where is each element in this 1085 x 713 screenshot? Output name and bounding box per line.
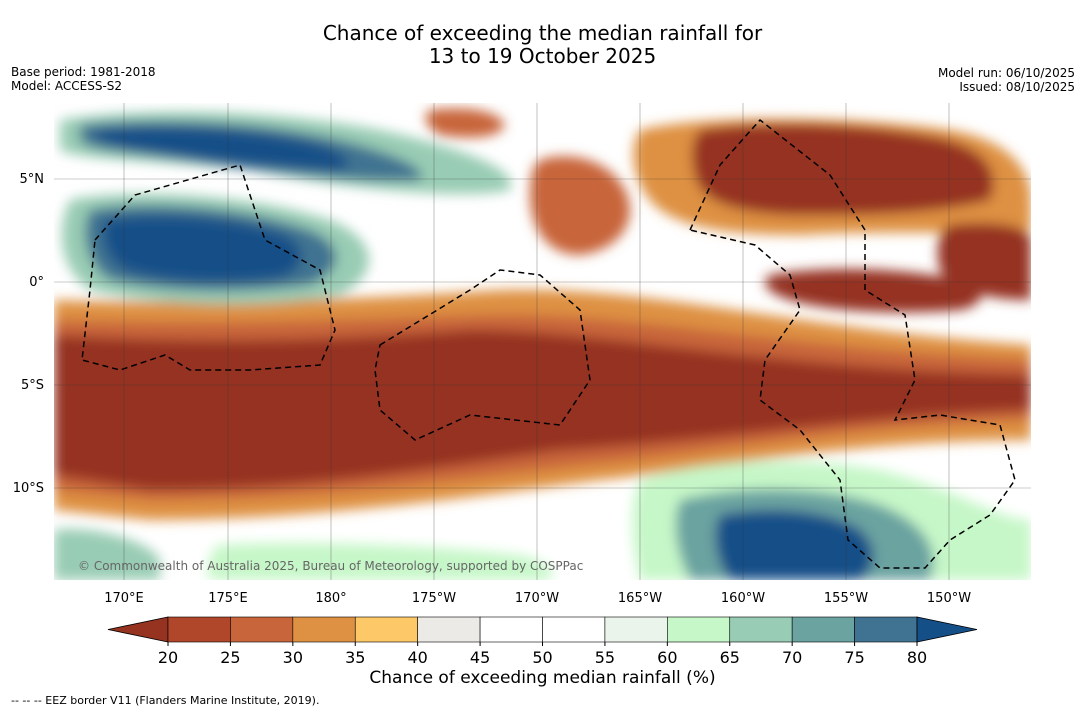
- colorbar-tick-label: 30: [283, 648, 303, 667]
- lon-label: 165°W: [618, 591, 662, 606]
- rainfall-field: © Commonwealth of Australia 2025, Bureau…: [54, 103, 1031, 580]
- chart-title-line2: 13 to 19 October 2025: [428, 44, 657, 68]
- meta-left: Base period: 1981-2018 Model: ACCESS-S2: [11, 65, 156, 93]
- lon-label: 170°E: [104, 591, 144, 606]
- eez-borders: [81, 118, 1016, 569]
- lon-label: 180°: [315, 591, 346, 606]
- eez-footnote: -- -- -- EEZ border V11 (Flanders Marine…: [11, 694, 320, 707]
- model-run-label: Model run: 06/10/2025: [937, 66, 1075, 80]
- colorbar-segment: [542, 616, 606, 643]
- colorbar-tick-label: 55: [595, 648, 615, 667]
- colorbar-tick-label: 40: [407, 648, 427, 667]
- colorbar-segment: [292, 616, 356, 643]
- colorbar-segment: [479, 616, 543, 643]
- colorbar-segment: [729, 616, 793, 643]
- map-gridlines: [54, 103, 1031, 580]
- lon-label: 155°W: [824, 591, 868, 606]
- colorbar-segment: [167, 616, 231, 643]
- lon-label: 175°E: [208, 591, 248, 606]
- colorbar-segment: [230, 616, 294, 643]
- colorbar-tick-label: 80: [907, 648, 927, 667]
- colorbar-tick-label: 70: [782, 648, 802, 667]
- colorbar-tick-label: 20: [158, 648, 178, 667]
- colorbar-segment: [354, 616, 418, 643]
- lat-label: 5°S: [21, 378, 44, 393]
- colorbar-segment: [667, 616, 731, 643]
- chart-title-line1: Chance of exceeding the median rainfall …: [322, 21, 763, 45]
- colorbar-tick-label: 45: [470, 648, 490, 667]
- longitude-labels: 170°E 175°E 180° 175°W 170°W 165°W 160°W…: [104, 591, 971, 606]
- issued-label: Issued: 08/10/2025: [959, 80, 1075, 94]
- lon-label: 160°W: [721, 591, 765, 606]
- lon-label: 175°W: [412, 591, 456, 606]
- colorbar-tick-label: 75: [844, 648, 864, 667]
- meta-right: Model run: 06/10/2025 Issued: 08/10/2025: [938, 66, 1075, 94]
- lat-label: 5°N: [20, 172, 45, 187]
- colorbar-segment: [791, 616, 855, 643]
- lat-label: 0°: [29, 275, 44, 290]
- colorbar: 20 25 30 35 40 45 50 55 60 65 70 75 80: [107, 616, 978, 667]
- colorbar-segment: [417, 616, 481, 643]
- model-label: Model: ACCESS-S2: [11, 79, 123, 93]
- colorbar-tick-label: 25: [220, 648, 240, 667]
- colorbar-segment: [604, 616, 668, 643]
- colorbar-tick-label: 35: [345, 648, 365, 667]
- colorbar-tick-label: 65: [720, 648, 740, 667]
- latitude-labels: 5°N 0° 5°S 10°S: [13, 172, 44, 496]
- colorbar-segment: [854, 616, 918, 643]
- colorbar-tick-label: 50: [532, 648, 552, 667]
- copyright-text: © Commonwealth of Australia 2025, Bureau…: [78, 559, 583, 573]
- lon-label: 170°W: [515, 591, 559, 606]
- base-period-label: Base period: 1981-2018: [11, 65, 156, 79]
- colorbar-over-arrow: [916, 616, 978, 643]
- colorbar-tick-label: 60: [657, 648, 677, 667]
- colorbar-under-arrow: [107, 616, 169, 643]
- lon-label: 150°W: [927, 591, 971, 606]
- lat-label: 10°S: [13, 481, 44, 496]
- colorbar-title: Chance of exceeding median rainfall (%): [369, 668, 716, 688]
